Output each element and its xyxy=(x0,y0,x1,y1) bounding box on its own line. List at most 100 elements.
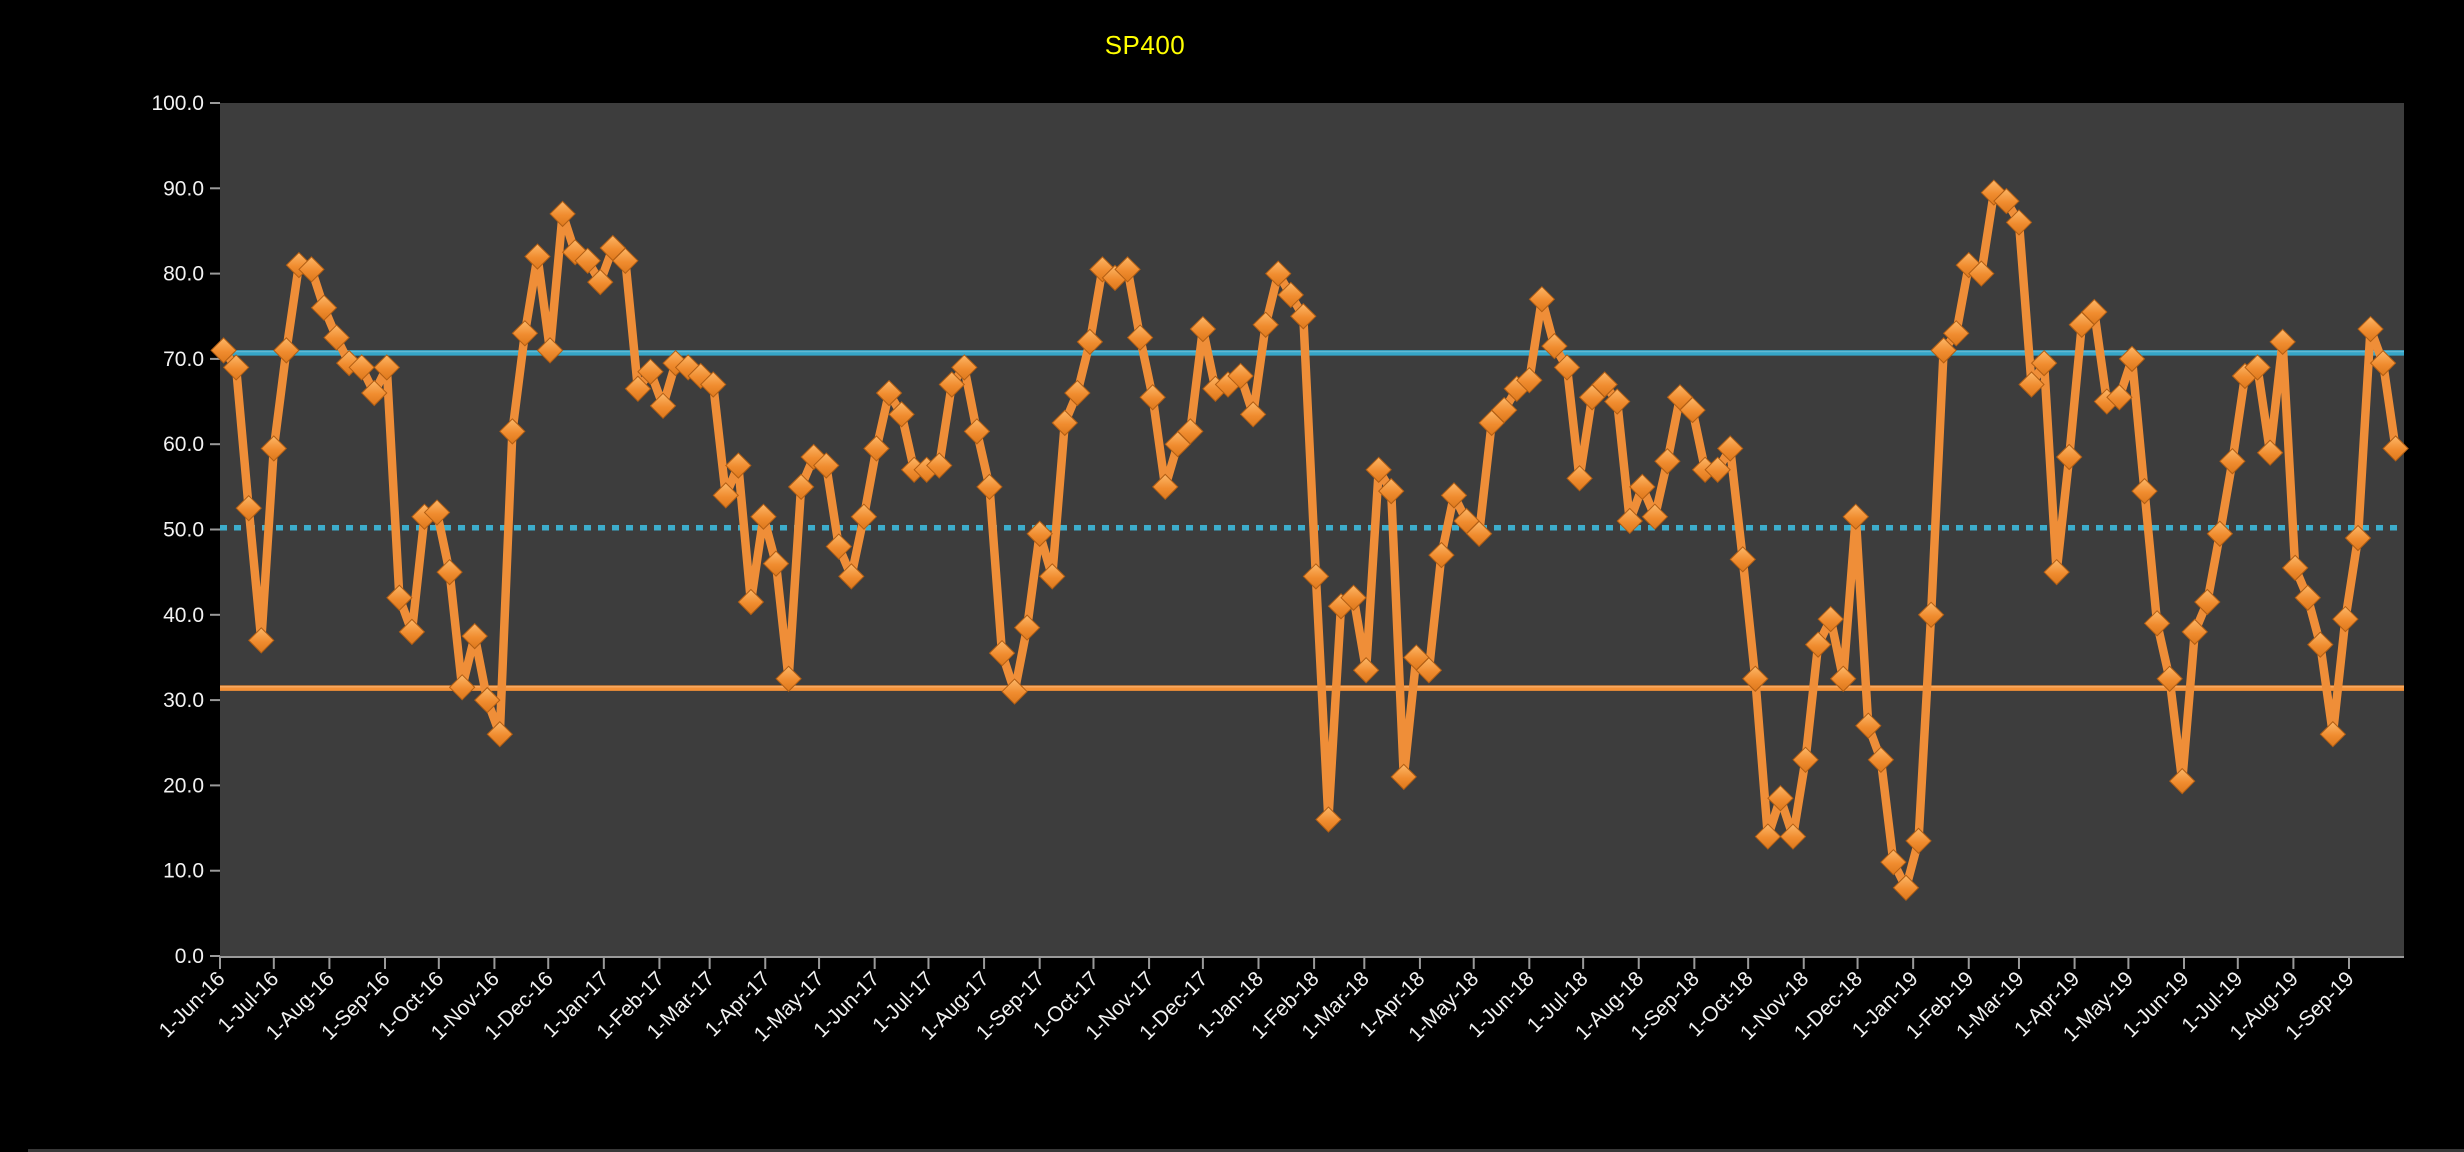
data-point-marker[interactable] xyxy=(1604,388,1631,415)
data-point-marker[interactable] xyxy=(1804,631,1832,658)
data-point-marker[interactable] xyxy=(298,256,325,283)
data-point-marker[interactable] xyxy=(1277,281,1304,309)
data-point-marker[interactable] xyxy=(1729,546,1756,573)
data-point-marker[interactable] xyxy=(361,379,388,407)
data-point-marker[interactable] xyxy=(988,639,1016,667)
data-point-marker[interactable] xyxy=(926,452,953,479)
data-point-marker[interactable] xyxy=(712,482,740,509)
data-point-marker[interactable] xyxy=(1553,354,1581,381)
data-point-marker[interactable] xyxy=(1126,324,1154,351)
data-point-marker[interactable] xyxy=(1892,874,1920,901)
data-point-marker[interactable] xyxy=(1867,746,1895,774)
data-point-marker[interactable] xyxy=(787,473,815,501)
data-point-marker[interactable] xyxy=(448,674,476,701)
data-point-marker[interactable] xyxy=(2219,448,2246,475)
data-point-marker[interactable] xyxy=(649,392,677,420)
data-point-marker[interactable] xyxy=(222,354,250,381)
data-point-marker[interactable] xyxy=(1679,396,1706,424)
data-point-marker[interactable] xyxy=(1076,328,1104,356)
data-point-marker[interactable] xyxy=(2344,524,2372,552)
data-point-marker[interactable] xyxy=(762,550,790,577)
data-point-marker[interactable] xyxy=(2369,349,2397,377)
data-point-marker[interactable] xyxy=(2131,477,2158,505)
data-point-marker[interactable] xyxy=(938,371,965,398)
data-point-marker[interactable] xyxy=(2118,345,2146,373)
data-point-marker[interactable] xyxy=(674,354,702,381)
data-point-marker[interactable] xyxy=(624,375,652,402)
data-point-marker[interactable] xyxy=(737,588,765,616)
data-point-marker[interactable] xyxy=(1742,665,1769,692)
data-point-marker[interactable] xyxy=(2206,520,2234,547)
data-point-marker[interactable] xyxy=(1842,503,1869,530)
data-point-marker[interactable] xyxy=(423,499,451,526)
data-point-marker[interactable] xyxy=(1717,435,1744,462)
data-point-marker[interactable] xyxy=(1189,315,1217,343)
data-point-marker[interactable] xyxy=(1528,285,1556,313)
data-point-marker[interactable] xyxy=(2382,435,2409,462)
data-point-marker[interactable] xyxy=(1089,256,1116,283)
data-point-marker[interactable] xyxy=(511,320,539,347)
data-point-marker[interactable] xyxy=(273,337,300,364)
data-point-marker[interactable] xyxy=(1428,541,1455,569)
data-point-marker[interactable] xyxy=(863,435,890,462)
data-point-marker[interactable] xyxy=(1013,614,1041,641)
data-point-marker[interactable] xyxy=(1792,746,1819,774)
data-point-marker[interactable] xyxy=(2319,721,2347,748)
data-point-marker[interactable] xyxy=(210,337,237,364)
data-point-marker[interactable] xyxy=(1591,371,1618,398)
data-point-marker[interactable] xyxy=(850,503,878,530)
data-point-marker[interactable] xyxy=(825,533,852,560)
data-point-marker[interactable] xyxy=(1779,823,1807,850)
data-point-marker[interactable] xyxy=(1641,503,1669,530)
data-point-marker[interactable] xyxy=(2307,631,2334,658)
data-point-marker[interactable] xyxy=(1365,456,1392,483)
data-point-marker[interactable] xyxy=(1566,465,1593,492)
data-point-marker[interactable] xyxy=(1378,477,1405,505)
data-point-marker[interactable] xyxy=(2043,558,2070,586)
data-point-marker[interactable] xyxy=(2281,554,2309,582)
data-point-marker[interactable] xyxy=(2030,349,2058,377)
data-point-marker[interactable] xyxy=(1465,520,1493,547)
data-point-marker[interactable] xyxy=(1817,605,1844,633)
data-point-marker[interactable] xyxy=(1440,482,1468,509)
data-point-marker[interactable] xyxy=(461,622,488,650)
data-point-marker[interactable] xyxy=(323,324,350,351)
data-point-marker[interactable] xyxy=(1039,563,1066,590)
data-point-marker[interactable] xyxy=(700,371,727,398)
data-point-marker[interactable] xyxy=(2081,298,2108,326)
data-point-marker[interactable] xyxy=(2005,209,2033,236)
data-point-marker[interactable] xyxy=(486,721,514,748)
data-point-marker[interactable] xyxy=(888,401,915,428)
data-point-marker[interactable] xyxy=(1139,384,1166,411)
data-point-marker[interactable] xyxy=(1001,678,1028,705)
data-point-marker[interactable] xyxy=(1390,763,1417,791)
data-point-marker[interactable] xyxy=(1302,563,1330,590)
data-point-marker[interactable] xyxy=(2168,767,2196,795)
data-point-marker[interactable] xyxy=(1830,665,1857,692)
data-point-marker[interactable] xyxy=(1880,848,1907,876)
data-point-marker[interactable] xyxy=(1252,311,1279,338)
data-point-marker[interactable] xyxy=(436,558,463,586)
data-point-marker[interactable] xyxy=(612,247,639,275)
data-point-marker[interactable] xyxy=(1855,712,1882,739)
data-point-marker[interactable] xyxy=(963,418,991,445)
data-point-marker[interactable] xyxy=(348,354,375,381)
data-point-marker[interactable] xyxy=(1767,784,1794,812)
data-point-marker[interactable] xyxy=(1930,337,1957,364)
data-point-marker[interactable] xyxy=(373,354,401,381)
data-point-marker[interactable] xyxy=(800,443,827,471)
data-point-marker[interactable] xyxy=(1051,409,1078,437)
data-point-marker[interactable] xyxy=(1629,473,1656,501)
data-point-marker[interactable] xyxy=(524,243,551,270)
data-point-marker[interactable] xyxy=(536,337,564,364)
data-point-marker[interactable] xyxy=(1114,256,1141,283)
data-point-marker[interactable] xyxy=(1227,362,1254,390)
data-point-marker[interactable] xyxy=(1516,367,1543,394)
data-point-marker[interactable] xyxy=(1290,303,1317,330)
data-point-marker[interactable] xyxy=(1993,187,2020,215)
data-point-marker[interactable] xyxy=(499,418,526,445)
data-point-marker[interactable] xyxy=(260,435,288,462)
data-point-marker[interactable] xyxy=(1917,601,1945,629)
data-point-marker[interactable] xyxy=(1955,251,1982,279)
data-point-marker[interactable] xyxy=(2357,315,2384,343)
